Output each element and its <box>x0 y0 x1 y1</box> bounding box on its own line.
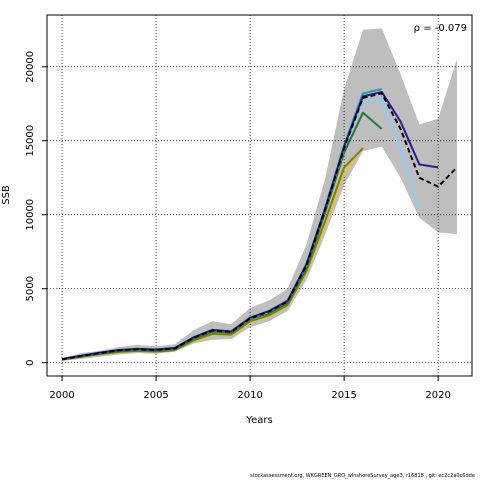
y-tick-label-0: 0 <box>25 359 36 365</box>
series-line-5 <box>61 88 382 360</box>
confidence-band-layer <box>62 28 457 361</box>
y-tick-label-20000: 20000 <box>25 51 36 83</box>
x-axis-title: Years <box>245 415 272 426</box>
series-line-6 <box>61 90 439 361</box>
series-layer <box>61 88 458 361</box>
y-axis-title: SSB <box>1 185 12 205</box>
grid-layer <box>47 15 472 376</box>
y-tick-label-15000: 15000 <box>25 125 36 157</box>
x-tick-label-2020: 2020 <box>425 390 450 401</box>
correlation-annotation: ρ = -0.079 <box>414 23 467 34</box>
x-tick-label-2015: 2015 <box>331 390 356 401</box>
footer-source-text: stockassessment.org, WKGREEN_GRO_wInshor… <box>250 473 475 479</box>
y-tick-label-10000: 10000 <box>25 199 36 231</box>
axis-layer: 2000 2005 2010 2015 2020 0 5000 10000 15000 20000 <box>25 51 451 401</box>
y-tick-label-5000: 5000 <box>25 276 36 301</box>
x-tick-label-2005: 2005 <box>143 390 168 401</box>
x-tick-label-2000: 2000 <box>49 390 74 401</box>
series-line-7 <box>61 92 458 361</box>
plot-frame <box>46 14 473 377</box>
confidence-band <box>62 28 457 361</box>
x-tick-label-2010: 2010 <box>237 390 262 401</box>
